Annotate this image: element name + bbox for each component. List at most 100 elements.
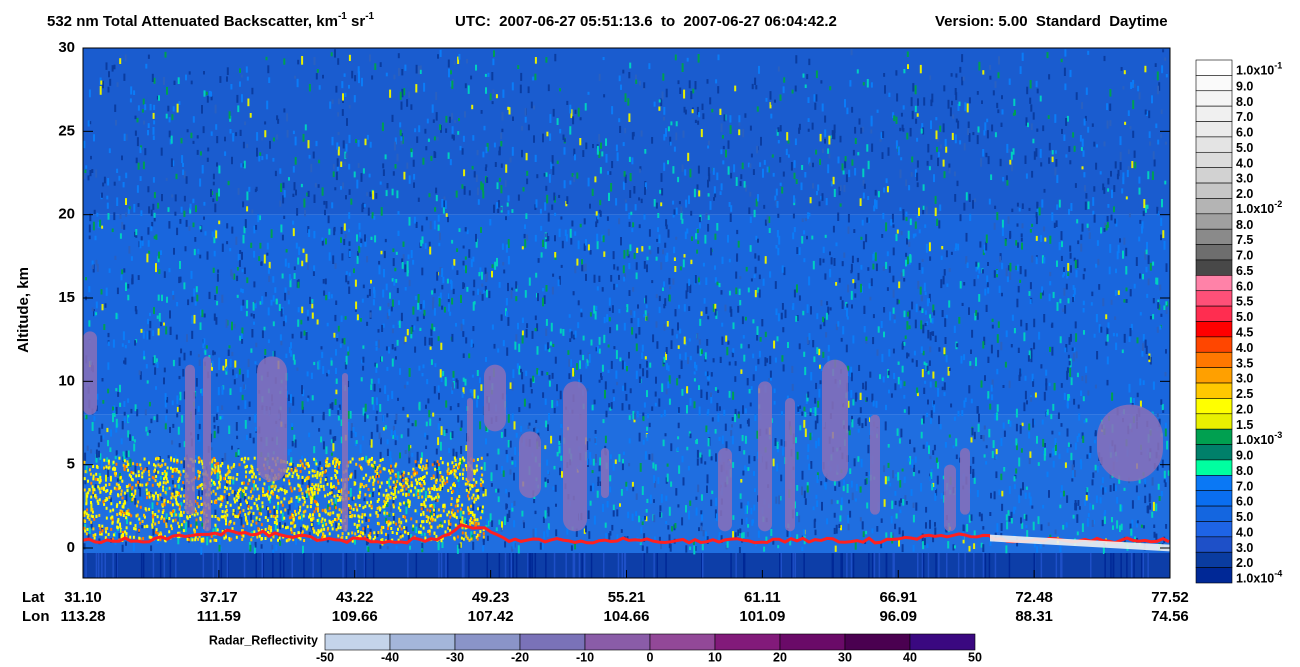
speckle xyxy=(409,445,412,449)
speckle xyxy=(366,256,369,263)
speckle xyxy=(451,126,454,134)
speckle xyxy=(1088,493,1090,498)
speckle xyxy=(297,319,300,327)
speckle xyxy=(803,406,806,412)
speckle xyxy=(747,287,750,293)
speckle xyxy=(399,129,402,136)
speckle xyxy=(438,466,441,471)
speckle xyxy=(520,425,523,432)
speckle xyxy=(893,319,896,324)
speckle xyxy=(334,187,337,191)
speckle xyxy=(462,331,465,337)
speckle xyxy=(1021,522,1024,529)
speckle xyxy=(458,53,461,60)
speckle xyxy=(535,199,538,208)
speckle xyxy=(1155,277,1158,285)
speckle xyxy=(701,103,704,110)
speckle xyxy=(385,72,388,77)
speckle xyxy=(117,391,120,397)
speckle xyxy=(462,353,465,358)
speckle xyxy=(597,476,600,483)
speckle xyxy=(1029,80,1032,89)
speckle xyxy=(612,504,615,510)
speckle xyxy=(596,241,599,250)
speckle xyxy=(1090,302,1093,306)
speckle xyxy=(485,146,488,154)
speckle xyxy=(408,279,411,287)
speckle xyxy=(660,202,663,207)
speckle xyxy=(615,198,618,206)
speckle xyxy=(892,247,895,256)
speckle xyxy=(615,144,618,152)
speckle xyxy=(1029,496,1032,506)
speckle xyxy=(472,326,475,332)
speckle xyxy=(607,171,610,175)
speckle xyxy=(1133,83,1136,88)
speckle xyxy=(433,327,436,332)
speckle xyxy=(739,181,742,187)
speckle xyxy=(593,274,596,283)
speckle xyxy=(547,236,550,242)
speckle xyxy=(250,313,253,317)
speckle xyxy=(934,381,937,388)
speckle xyxy=(1149,357,1152,365)
speckle xyxy=(415,64,418,74)
speckle xyxy=(476,187,479,196)
speckle xyxy=(1031,505,1034,509)
speckle xyxy=(433,461,436,465)
speckle xyxy=(213,430,216,439)
speckle xyxy=(740,174,743,180)
speckle xyxy=(930,472,933,480)
speckle xyxy=(152,526,155,536)
speckle xyxy=(713,186,716,195)
speckle xyxy=(850,49,853,56)
speckle xyxy=(782,171,785,177)
speckle xyxy=(491,520,494,527)
speckle xyxy=(987,262,989,266)
speckle xyxy=(235,236,238,245)
speckle xyxy=(212,350,215,356)
speckle xyxy=(413,216,416,224)
speckle xyxy=(663,356,666,363)
speckle xyxy=(457,403,460,408)
speckle xyxy=(1156,465,1159,471)
speckle xyxy=(188,226,191,231)
speckle xyxy=(744,316,747,321)
speckle xyxy=(769,271,772,278)
speckle xyxy=(710,247,713,256)
speckle xyxy=(1020,233,1023,238)
speckle xyxy=(485,164,488,168)
speckle xyxy=(865,472,868,476)
speckle xyxy=(798,295,801,301)
speckle xyxy=(171,114,174,121)
speckle xyxy=(385,517,388,524)
speckle xyxy=(899,509,902,514)
speckle xyxy=(404,64,407,71)
speckle xyxy=(756,430,759,439)
speckle xyxy=(335,85,338,93)
speckle xyxy=(373,215,376,220)
speckle xyxy=(567,350,570,355)
speckle xyxy=(791,306,794,310)
speckle xyxy=(876,526,879,532)
speckle xyxy=(104,303,107,308)
speckle xyxy=(707,167,710,176)
speckle xyxy=(275,544,278,551)
speckle xyxy=(345,143,348,152)
speckle xyxy=(595,347,598,352)
speckle xyxy=(843,185,846,193)
speckle xyxy=(176,302,179,307)
speckle xyxy=(324,278,327,285)
speckle xyxy=(635,493,638,500)
speckle xyxy=(602,57,605,61)
speckle xyxy=(975,261,978,268)
speckle xyxy=(883,331,885,338)
speckle xyxy=(360,377,363,382)
speckle xyxy=(1039,95,1042,102)
speckle xyxy=(457,56,460,64)
speckle xyxy=(587,244,590,251)
speckle xyxy=(653,475,656,484)
speckle xyxy=(462,260,465,266)
speckle xyxy=(462,387,465,394)
speckle xyxy=(336,142,339,150)
